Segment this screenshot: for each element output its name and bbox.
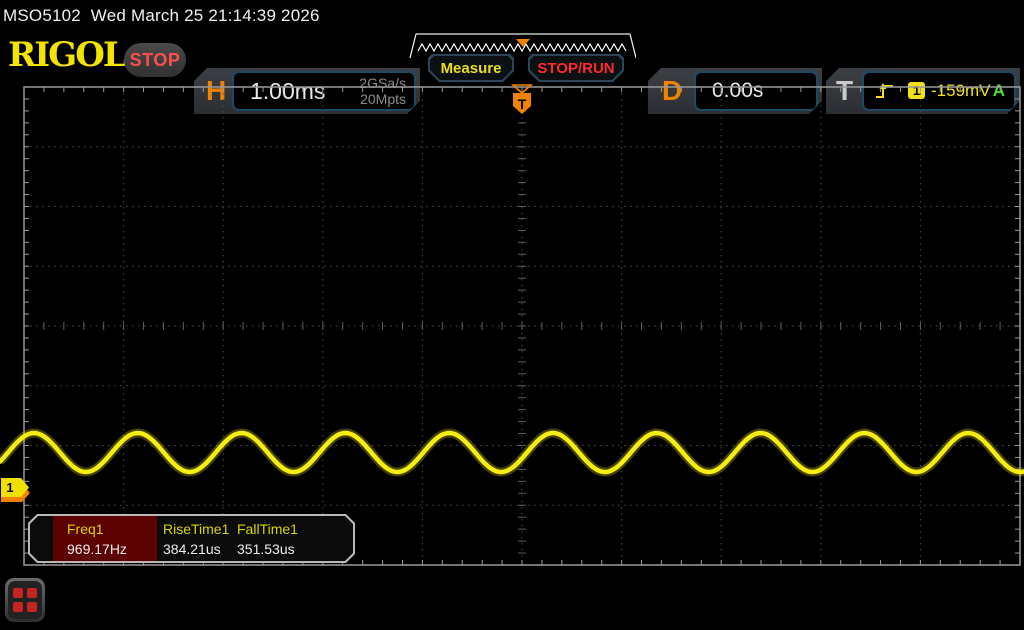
menu-grid-icon[interactable] [5,578,45,622]
memory-position-indicator[interactable] [408,32,636,60]
trigger-position-arrow[interactable] [510,84,534,95]
memory-depth: 20Mpts [360,91,406,107]
measurement-value: 969.17Hz [67,541,127,557]
title-bar: MSO5102 Wed March 25 21:14:39 2026 [0,0,1024,32]
run-state-label: STOP [129,49,181,70]
measurement-value: 351.53us [237,541,295,557]
measurement-panel[interactable]: Freq1 969.17Hz RiseTime1 384.21us FallTi… [28,514,355,563]
trigger-label: T [836,75,854,106]
trigger-settings-button[interactable]: T 1 -159mV A [826,68,1020,114]
measure-button-label: Measure [440,59,502,77]
delay-label: D [662,75,683,106]
channel-1-position-marker[interactable] [1,478,29,497]
delay-box: 0.00s [694,71,818,111]
trigger-mode: A [992,81,1005,100]
trigger-box: 1 -159mV A [862,71,1016,111]
bottom-status-bar: 1 2.00V -5.44V 2 100mV 0.00V L 0 1 2 3 4… [0,570,1024,630]
measurement-label[interactable]: RiseTime1 [163,521,230,537]
measurement-label[interactable]: Freq1 [67,521,104,537]
header-bar: RIGOL STOP H 1.00ms 2GSa/s 20Mpts Measur… [0,32,1024,84]
trigger-level-value: -159mV [931,81,991,100]
measurement-value: 384.21us [163,541,221,557]
model-and-datetime: MSO5102 Wed March 25 21:14:39 2026 [3,6,320,25]
stop-run-button[interactable]: STOP/RUN [528,54,624,82]
delay-settings-button[interactable]: D 0.00s [648,68,822,114]
channel-1-marker-number: 1 [6,480,13,495]
run-state-indicator[interactable]: STOP [124,43,186,77]
measurement-highlight [53,516,157,561]
channel-1-waveform [0,430,1024,475]
trigger-marker-letter: T [518,96,527,112]
rigol-logo: RIGOL [8,35,127,75]
stop-run-button-label: STOP/RUN [537,59,615,77]
measure-button[interactable]: Measure [428,54,514,82]
horizontal-label: H [206,75,227,106]
memory-window-marker [516,39,530,47]
measurement-label[interactable]: FallTime1 [237,521,298,537]
trigger-position-marker[interactable] [513,93,531,114]
delay-value: 0.00s [712,79,764,102]
